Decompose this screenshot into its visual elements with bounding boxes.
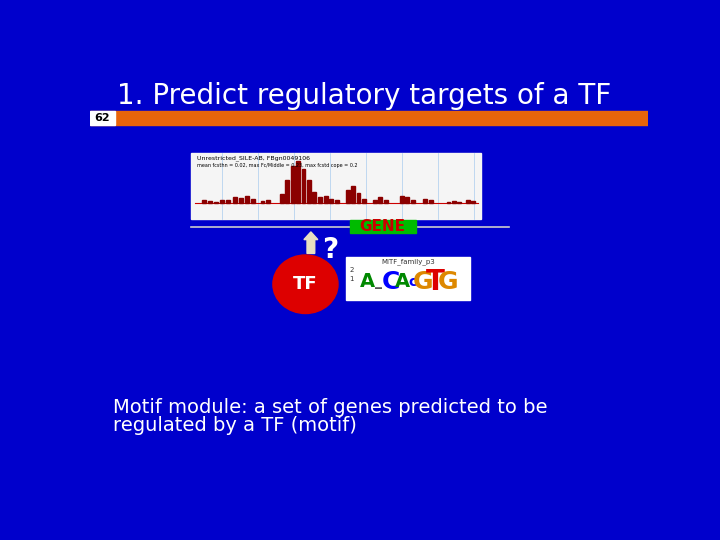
Bar <box>296 161 300 204</box>
Bar <box>302 169 305 204</box>
Bar <box>214 202 218 204</box>
Bar <box>285 180 289 204</box>
Bar <box>266 200 270 204</box>
Bar <box>330 199 333 204</box>
Bar <box>346 257 469 300</box>
Bar <box>261 201 264 204</box>
Bar <box>280 194 284 204</box>
Text: MITF_family_p3: MITF_family_p3 <box>381 258 435 265</box>
Bar <box>457 202 462 204</box>
Bar <box>350 220 415 233</box>
Text: C: C <box>382 269 400 294</box>
Bar <box>90 111 114 125</box>
Bar <box>318 197 322 204</box>
Text: regulated by a TF (motif): regulated by a TF (motif) <box>113 416 357 435</box>
Bar <box>472 201 475 204</box>
FancyArrow shape <box>304 232 318 253</box>
Bar <box>362 199 366 204</box>
Text: ?: ? <box>322 235 338 264</box>
Bar <box>291 166 294 204</box>
Bar <box>400 195 404 204</box>
Bar <box>452 201 456 204</box>
Text: 1: 1 <box>350 276 354 282</box>
Bar <box>202 200 206 204</box>
Bar <box>251 199 255 204</box>
Text: G: G <box>413 269 433 294</box>
Bar <box>346 190 350 204</box>
Text: Motif module: a set of genes predicted to be: Motif module: a set of genes predicted t… <box>113 398 548 417</box>
Bar <box>208 201 212 204</box>
Bar <box>466 200 469 204</box>
Bar <box>423 199 427 204</box>
Text: 1. Predict regulatory targets of a TF: 1. Predict regulatory targets of a TF <box>117 82 611 110</box>
Bar <box>351 186 355 204</box>
Text: TF: TF <box>293 275 318 293</box>
Bar <box>220 200 224 204</box>
Ellipse shape <box>273 255 338 314</box>
Bar <box>446 202 451 204</box>
Bar <box>225 200 230 204</box>
Bar <box>411 200 415 204</box>
Bar <box>324 195 328 204</box>
Text: A: A <box>395 272 410 291</box>
Text: G: G <box>438 269 459 294</box>
Bar <box>384 200 387 204</box>
Text: 62: 62 <box>94 113 110 123</box>
Bar <box>405 197 409 204</box>
Text: Unrestricted_SILE-AB, FBgn0049106: Unrestricted_SILE-AB, FBgn0049106 <box>197 155 310 161</box>
Text: 2: 2 <box>350 267 354 273</box>
Bar <box>335 200 339 204</box>
Bar <box>233 197 238 204</box>
Bar <box>378 197 382 204</box>
Text: _: _ <box>375 274 382 288</box>
Text: A: A <box>360 272 375 291</box>
Bar <box>90 111 648 125</box>
Bar <box>373 200 377 204</box>
Text: mean fcsthn = 0.02, max Fc/Middle = 0.23, max fcstd cope = 0.2: mean fcsthn = 0.02, max Fc/Middle = 0.23… <box>197 163 357 168</box>
Bar <box>191 153 482 219</box>
Bar <box>245 195 249 204</box>
Text: GENE: GENE <box>359 219 405 234</box>
Bar <box>312 192 316 204</box>
Bar <box>428 200 433 204</box>
Text: c: c <box>408 274 417 288</box>
Bar <box>239 198 243 204</box>
Text: T: T <box>426 267 445 295</box>
Bar <box>356 193 361 204</box>
Bar <box>307 180 311 204</box>
